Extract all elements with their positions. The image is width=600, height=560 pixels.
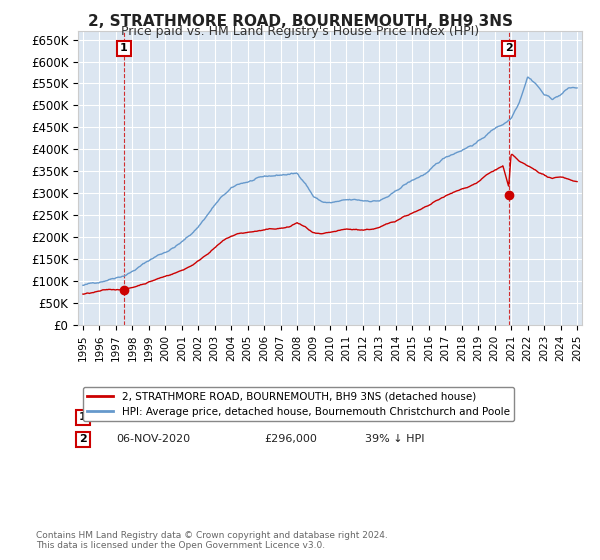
Text: 2, STRATHMORE ROAD, BOURNEMOUTH, BH9 3NS: 2, STRATHMORE ROAD, BOURNEMOUTH, BH9 3NS (88, 14, 512, 29)
Text: 27-JUN-1997: 27-JUN-1997 (116, 412, 187, 422)
Text: 2: 2 (505, 44, 512, 53)
Legend: 2, STRATHMORE ROAD, BOURNEMOUTH, BH9 3NS (detached house), HPI: Average price, d: 2, STRATHMORE ROAD, BOURNEMOUTH, BH9 3NS… (83, 388, 514, 421)
Text: £78,950: £78,950 (265, 412, 310, 422)
Text: 1: 1 (120, 44, 128, 53)
Text: 39% ↓ HPI: 39% ↓ HPI (365, 435, 425, 445)
Text: 1: 1 (79, 412, 87, 422)
Text: Price paid vs. HM Land Registry's House Price Index (HPI): Price paid vs. HM Land Registry's House … (121, 25, 479, 38)
Text: Contains HM Land Registry data © Crown copyright and database right 2024.
This d: Contains HM Land Registry data © Crown c… (36, 530, 388, 550)
Text: 24% ↓ HPI: 24% ↓ HPI (365, 412, 425, 422)
Text: 06-NOV-2020: 06-NOV-2020 (116, 435, 190, 445)
Text: 2: 2 (79, 435, 87, 445)
Text: £296,000: £296,000 (265, 435, 317, 445)
